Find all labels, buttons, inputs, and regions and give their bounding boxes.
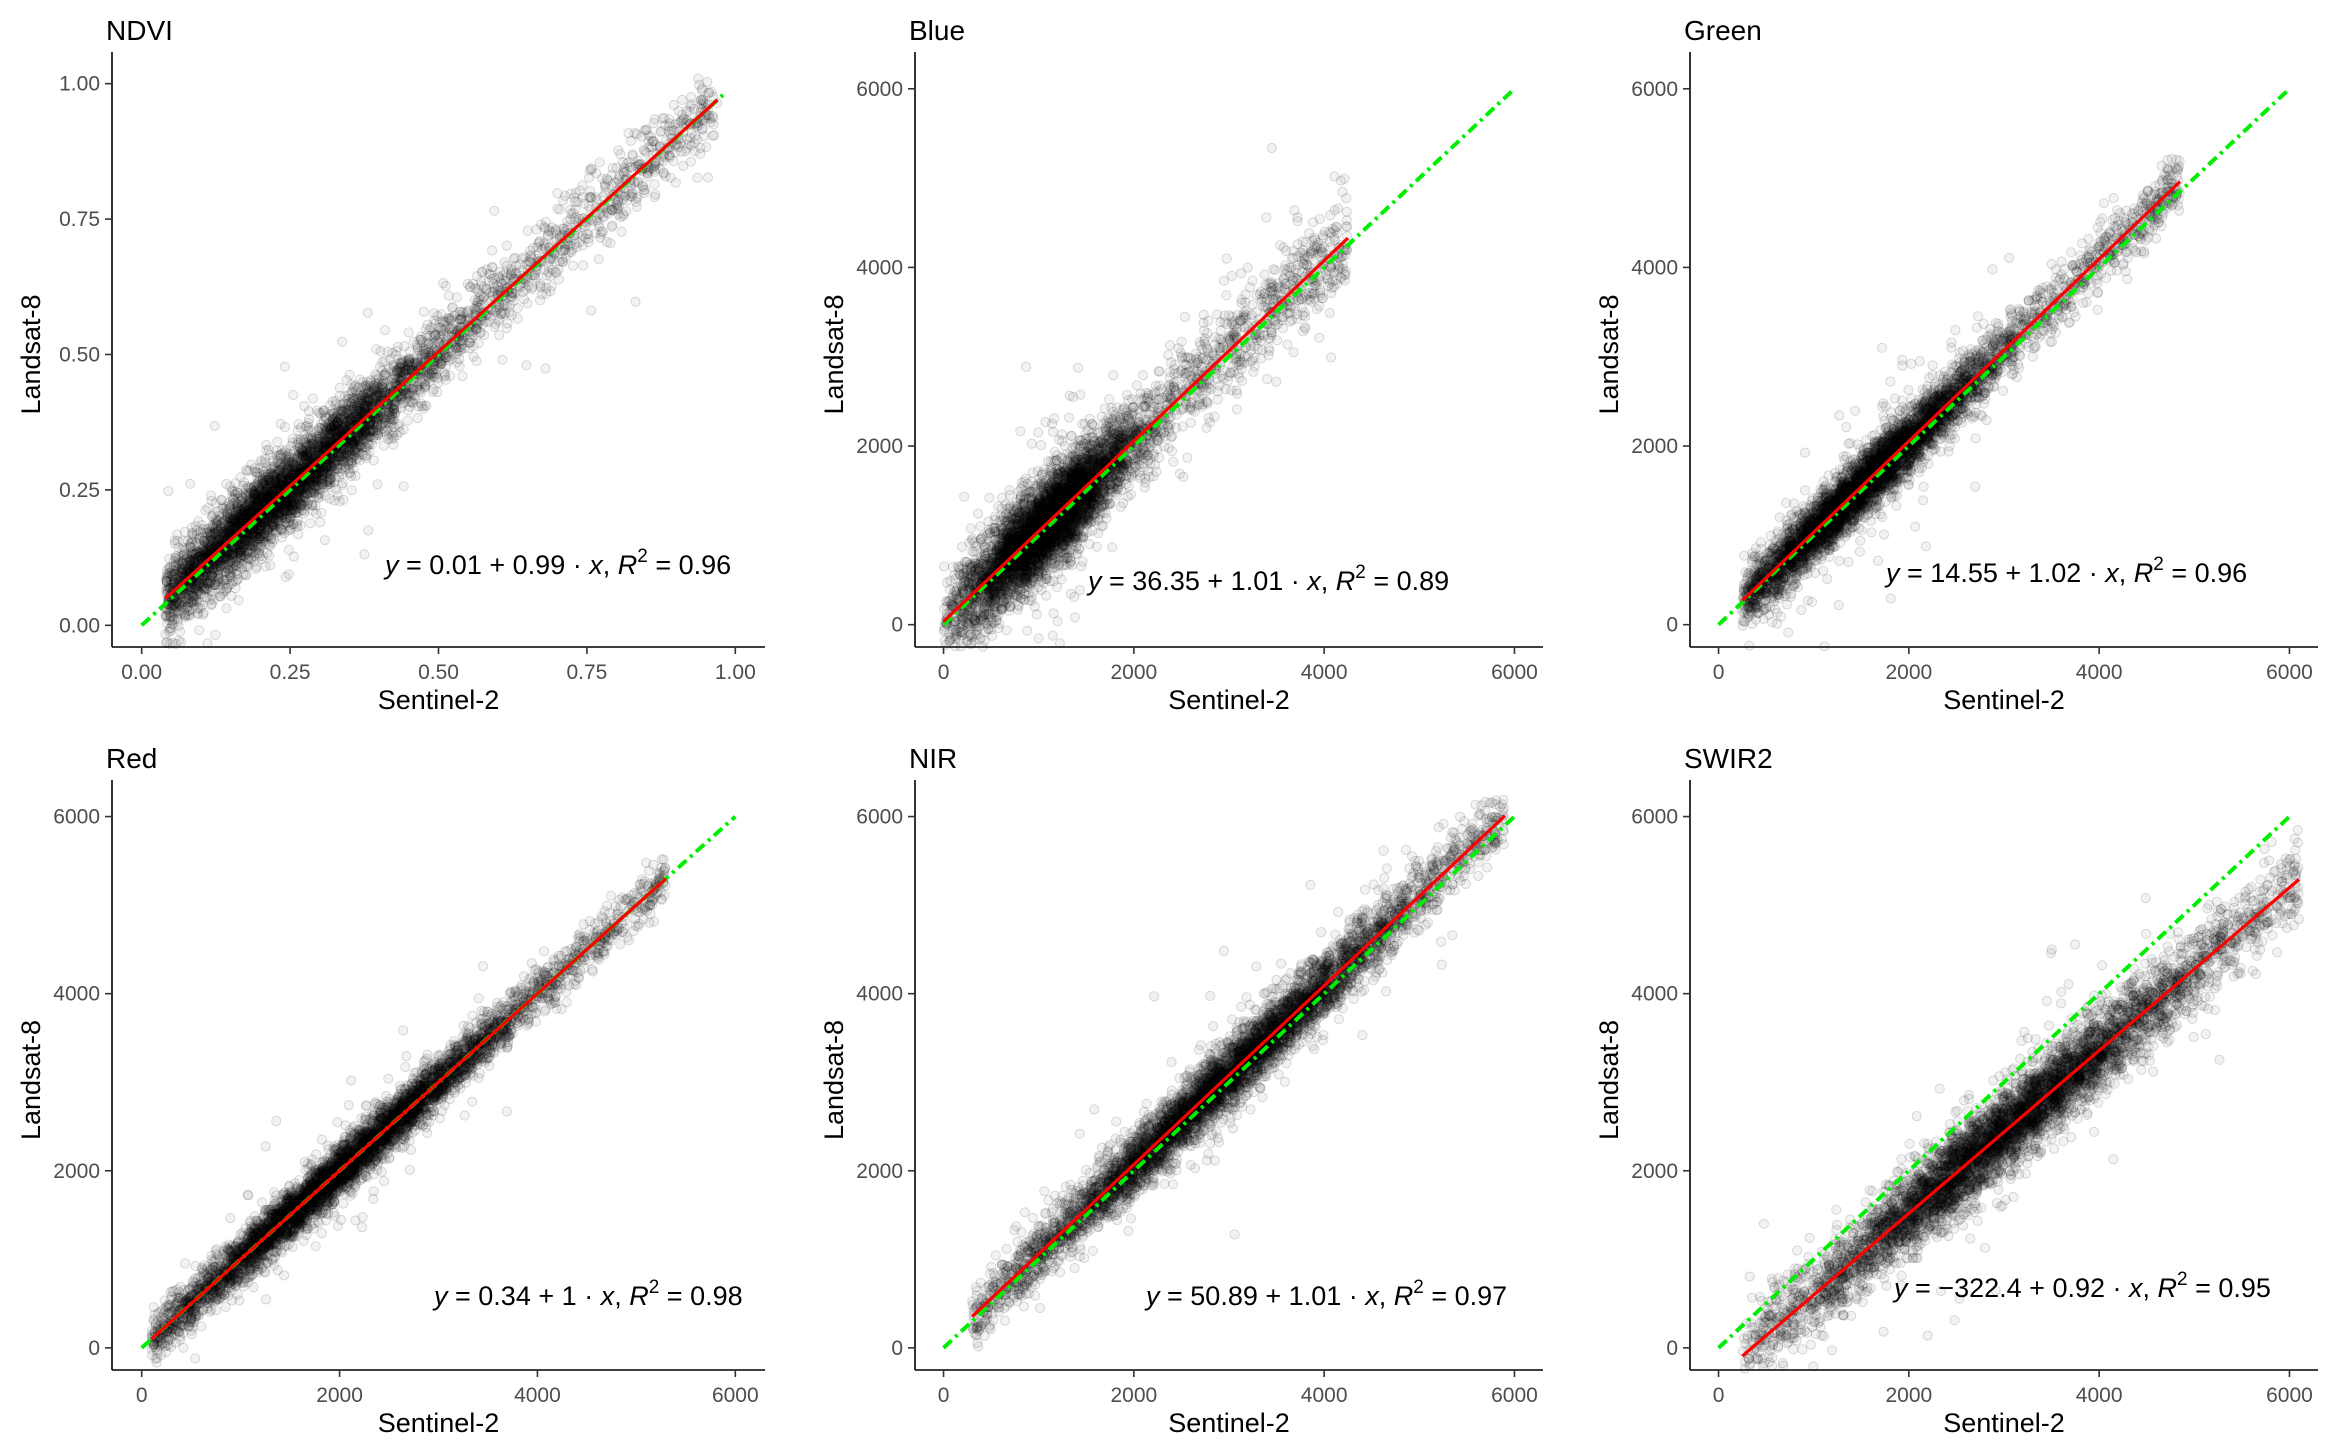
- data-point: [631, 297, 640, 306]
- data-point: [522, 361, 531, 370]
- data-point: [404, 328, 413, 337]
- figure: NDVI0.00 0.25 0.50 0.75 1.000.000.250.500.75…: [0, 0, 2336, 1446]
- data-point: [373, 480, 382, 489]
- data-point: [419, 307, 428, 316]
- panel-title: NDVI: [106, 15, 173, 46]
- data-point: [579, 261, 588, 270]
- data-point: [306, 519, 315, 528]
- data-point: [594, 255, 603, 264]
- data-point: [289, 390, 298, 399]
- data-point: [693, 173, 702, 182]
- data-point: [650, 180, 659, 189]
- figure-background: [0, 0, 2336, 1446]
- data-point: [458, 372, 467, 381]
- data-point: [195, 626, 204, 635]
